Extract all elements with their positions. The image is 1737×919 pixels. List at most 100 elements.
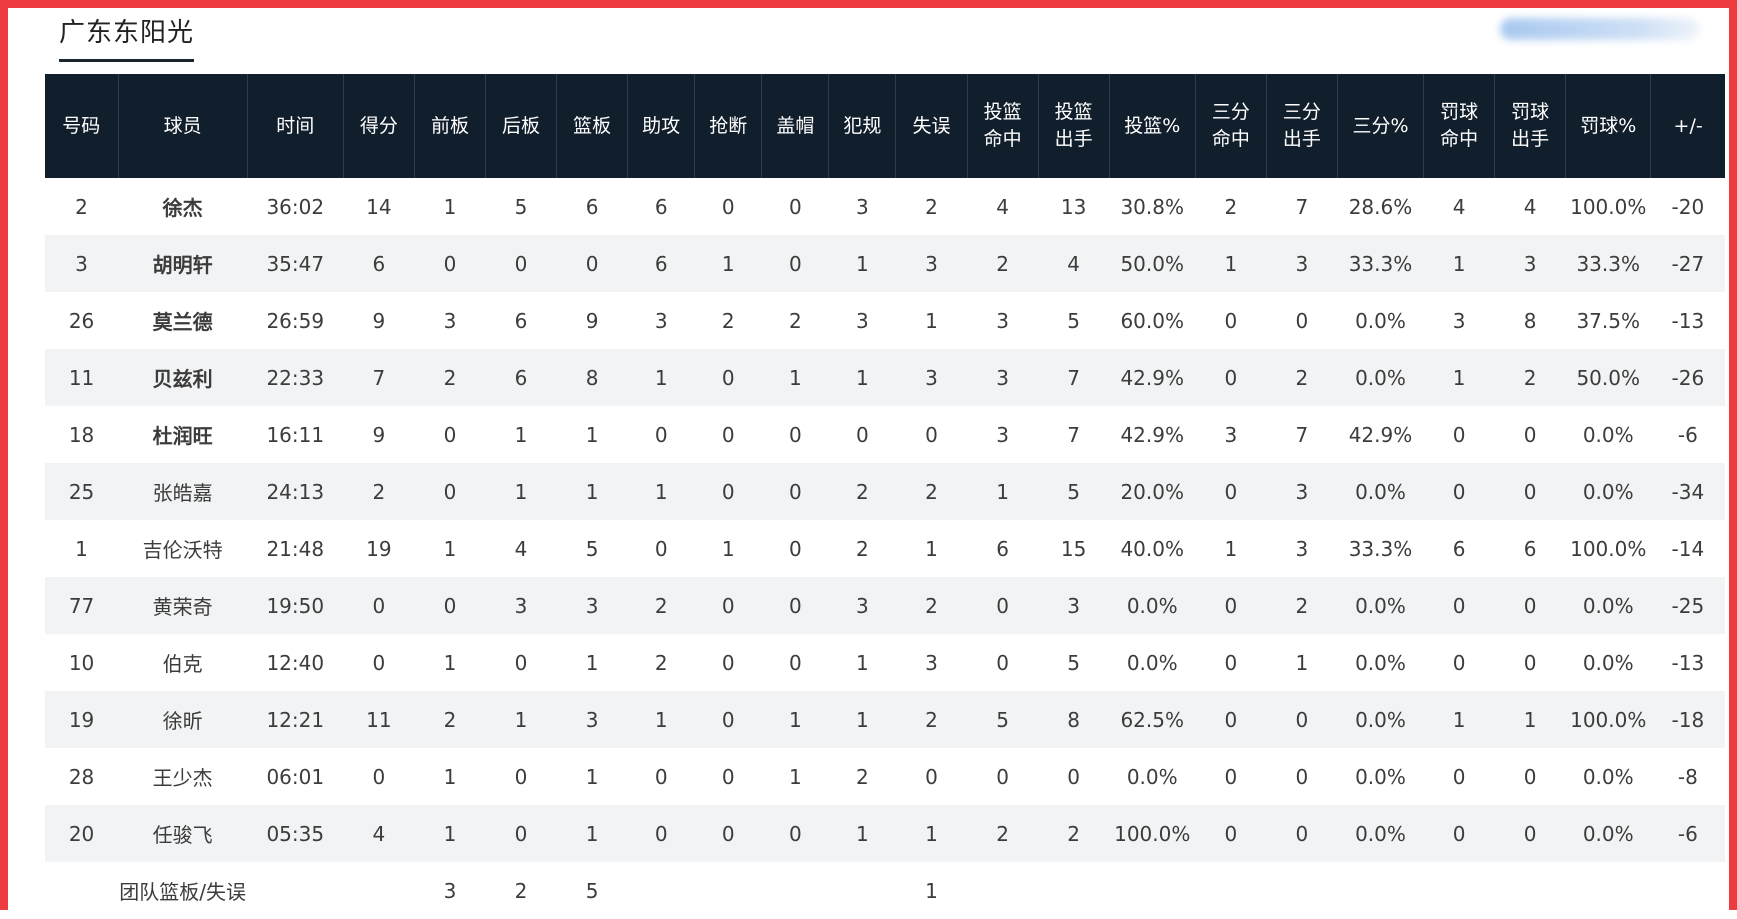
player-name[interactable]: 徐杰 bbox=[162, 196, 203, 220]
column-header-fouls[interactable]: 犯规 bbox=[828, 74, 896, 178]
stat-cell-three-pct: 0.0% bbox=[1337, 463, 1424, 520]
player-name[interactable]: 徐昕 bbox=[118, 691, 248, 748]
stat-cell-fg-att: 3 bbox=[1038, 577, 1110, 634]
stat-cell-steals: 2 bbox=[721, 308, 735, 333]
stat-cell-fouls: 3 bbox=[856, 308, 869, 333]
player-name[interactable]: 胡明轩 bbox=[118, 235, 248, 292]
player-name[interactable]: 杜润旺 bbox=[152, 424, 213, 448]
column-header-three-pct[interactable]: 三分% bbox=[1336, 74, 1424, 178]
column-header-blocks[interactable]: 盖帽 bbox=[761, 74, 829, 178]
stat-cell-fg-pct: 42.9% bbox=[1109, 349, 1196, 406]
column-header-three-att[interactable]: 三分 出手 bbox=[1265, 74, 1338, 178]
column-header-off-reb[interactable]: 前板 bbox=[413, 74, 486, 178]
stat-cell-def-reb: 1 bbox=[514, 422, 528, 447]
stat-cell-three-att: 0 bbox=[1266, 805, 1338, 862]
player-name[interactable]: 黄荣奇 bbox=[118, 577, 248, 634]
stat-cell-rebounds: 0 bbox=[556, 235, 628, 292]
stat-cell-fg-pct: 40.0% bbox=[1120, 536, 1184, 561]
stat-cell-three-made: 0 bbox=[1224, 764, 1238, 789]
stat-cell-rebounds: 5 bbox=[585, 536, 599, 561]
column-header-ft-made[interactable]: 罚球 命中 bbox=[1423, 74, 1495, 178]
stat-cell-ft-pct: 0.0% bbox=[1565, 577, 1651, 634]
stat-cell-ft-pct: 100.0% bbox=[1570, 536, 1647, 561]
column-header-plus-minus[interactable]: +/- bbox=[1650, 74, 1725, 178]
stat-cell-blocks: 0 bbox=[761, 235, 829, 292]
column-header-ft-pct[interactable]: 罚球% bbox=[1565, 74, 1651, 178]
player-row: 1 吉伦沃特 21:48 19 1 4 5 0 1 0 2 1 6 15 40.0% 1 3 33.3% 6 6 100… bbox=[45, 520, 1725, 577]
stat-cell-ft-pct: 0.0% bbox=[1582, 650, 1634, 675]
stat-cell-fg-made: 2 bbox=[967, 235, 1039, 292]
stat-cell-fouls: 1 bbox=[828, 235, 896, 292]
empty-cell bbox=[247, 862, 343, 919]
stat-cell-time: 26:59 bbox=[266, 308, 325, 333]
stat-cell-steals: 0 bbox=[694, 349, 762, 406]
table-header: 号码 球员 时间 得分 前板 后板 篮板 助攻 抢断 盖帽 犯规 失误 投篮 命中 投篮 出手 投篮% 三分 命中三… bbox=[45, 74, 1725, 178]
stat-cell-ft-pct: 33.3% bbox=[1565, 235, 1651, 292]
stat-cell-fg-made: 3 bbox=[967, 349, 1039, 406]
stat-cell-steals: 0 bbox=[721, 422, 735, 447]
column-header-assists[interactable]: 助攻 bbox=[627, 74, 695, 178]
column-header-three-made[interactable]: 三分 命中 bbox=[1194, 74, 1267, 178]
column-header-turnovers[interactable]: 失误 bbox=[895, 74, 968, 178]
stat-cell-assists: 2 bbox=[627, 577, 695, 634]
stat-cell-assists: 1 bbox=[627, 463, 695, 520]
stat-cell-fg-made: 0 bbox=[996, 764, 1009, 789]
stat-cell-points: 7 bbox=[343, 349, 415, 406]
stat-cell-time: 35:47 bbox=[247, 235, 344, 292]
player-name[interactable]: 吉伦沃特 bbox=[142, 538, 223, 562]
stat-cell-plus-minus: -13 bbox=[1671, 308, 1705, 333]
stat-cell-fg-made: 6 bbox=[996, 536, 1009, 561]
player-name[interactable]: 张皓嘉 bbox=[118, 463, 248, 520]
stat-cell-off-reb: 0 bbox=[414, 235, 486, 292]
stat-cell-blocks: 0 bbox=[788, 422, 802, 447]
player-name[interactable]: 莫兰德 bbox=[152, 310, 213, 334]
column-header-steals[interactable]: 抢断 bbox=[694, 74, 762, 178]
column-header-time[interactable]: 时间 bbox=[246, 74, 344, 178]
stat-cell-time: 12:40 bbox=[266, 650, 325, 675]
stat-cell-three-att: 2 bbox=[1266, 349, 1338, 406]
stat-cell-turnovers: 0 bbox=[925, 422, 938, 447]
player-name[interactable]: 任骏飞 bbox=[118, 805, 248, 862]
stat-cell-assists: 6 bbox=[627, 235, 695, 292]
stat-cell-three-att: 0 bbox=[1295, 764, 1309, 789]
stat-cell-turnovers: 2 bbox=[895, 691, 968, 748]
column-header-number[interactable]: 号码 bbox=[45, 74, 119, 178]
stat-cell-turnovers: 3 bbox=[925, 650, 938, 675]
stat-cell-blocks: 1 bbox=[761, 349, 829, 406]
column-header-fg-att[interactable]: 投篮 出手 bbox=[1037, 74, 1110, 178]
stat-cell-steals: 0 bbox=[694, 805, 762, 862]
stat-cell-rebounds: 3 bbox=[556, 691, 628, 748]
column-header-points[interactable]: 得分 bbox=[342, 74, 415, 178]
column-header-fg-pct[interactable]: 投篮% bbox=[1108, 74, 1196, 178]
stat-cell-ft-made: 1 bbox=[1423, 349, 1495, 406]
stat-cell-blocks: 0 bbox=[761, 577, 829, 634]
player-name[interactable]: 伯克 bbox=[162, 652, 203, 676]
stat-cell-plus-minus: -26 bbox=[1650, 349, 1725, 406]
stat-cell-ft-att: 0 bbox=[1494, 463, 1566, 520]
column-header-ft-att[interactable]: 罚球 出手 bbox=[1494, 74, 1566, 178]
stat-cell-steals: 0 bbox=[694, 691, 762, 748]
column-header-def-reb[interactable]: 后板 bbox=[484, 74, 557, 178]
stat-cell-number: 10 bbox=[68, 650, 95, 675]
player-name[interactable]: 贝兹利 bbox=[118, 349, 248, 406]
stat-cell-fg-made: 3 bbox=[996, 308, 1009, 333]
stat-cell-plus-minus: -8 bbox=[1677, 764, 1698, 789]
player-row: 19 徐昕 12:21 11 2 1 3 1 0 1 1 2 5 8 62.5% 0 0 0.0% 1 1 100.0%… bbox=[45, 691, 1725, 748]
stat-cell-number: 3 bbox=[45, 235, 119, 292]
stat-cell-three-made: 0 bbox=[1195, 577, 1267, 634]
column-header-player[interactable]: 球员 bbox=[117, 74, 248, 178]
stat-cell-rebounds: 1 bbox=[585, 422, 599, 447]
stat-cell-ft-made: 4 bbox=[1452, 194, 1466, 219]
empty-cell bbox=[1566, 862, 1651, 919]
team-off-reb: 3 bbox=[443, 878, 457, 903]
column-header-fg-made[interactable]: 投篮 命中 bbox=[966, 74, 1039, 178]
stat-cell-def-reb: 1 bbox=[485, 463, 557, 520]
team-tab[interactable]: 广东东阳光 bbox=[59, 12, 195, 62]
stat-cell-def-reb: 1 bbox=[485, 691, 557, 748]
stat-cell-ft-att: 8 bbox=[1523, 308, 1537, 333]
player-name[interactable]: 王少杰 bbox=[152, 766, 213, 790]
stat-cell-rebounds: 3 bbox=[556, 577, 628, 634]
empty-cell bbox=[1266, 862, 1337, 919]
column-header-rebounds[interactable]: 篮板 bbox=[556, 74, 628, 178]
stat-cell-fg-pct: 100.0% bbox=[1109, 805, 1196, 862]
